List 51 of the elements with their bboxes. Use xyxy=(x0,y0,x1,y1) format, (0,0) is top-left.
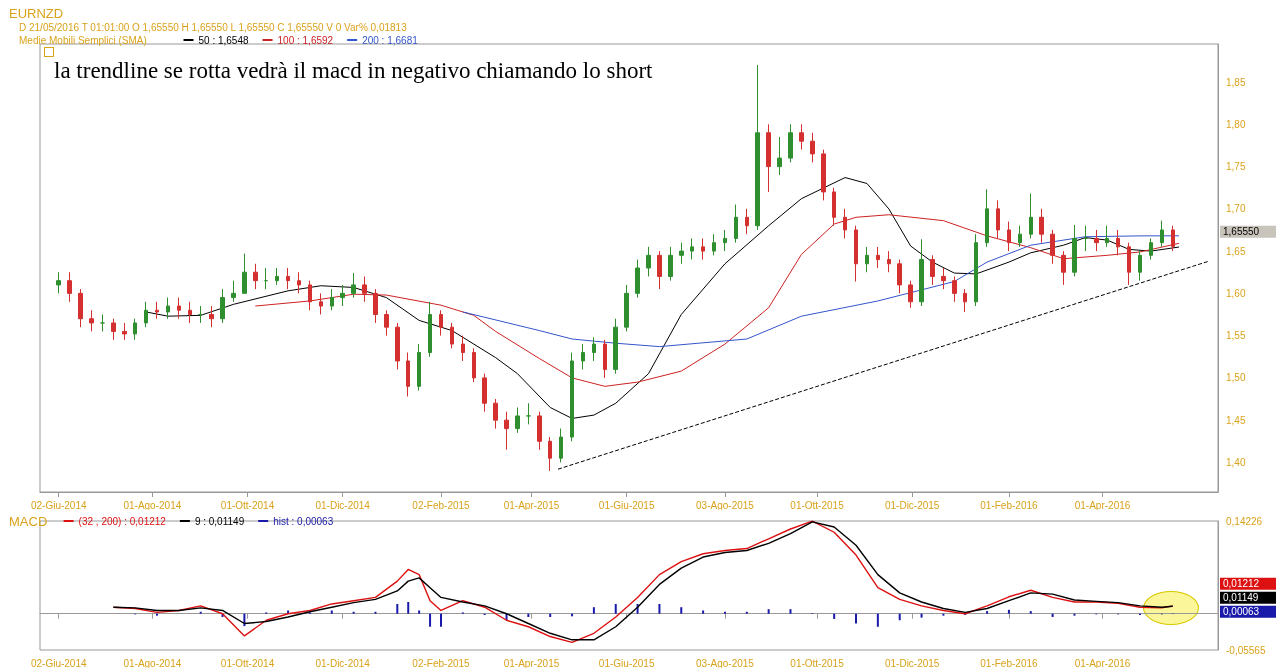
x-tick-label: 02-Giu-2014 xyxy=(30,657,87,668)
x-tick-label: 01-Ago-2014 xyxy=(123,657,182,668)
legend-label: (32 , 200) : 0,01212 xyxy=(78,515,167,527)
chart-title: EURNZD xyxy=(9,6,64,21)
y-tick-label: 1,40 xyxy=(1226,456,1246,468)
x-tick-label: 02-Feb-2015 xyxy=(412,657,471,668)
y-tick-label: 1,50 xyxy=(1226,372,1246,384)
x-tick-label: 01-Ott-2014 xyxy=(220,499,275,511)
x-tick-label: 01-Giu-2015 xyxy=(598,499,655,511)
x-tick-label: 01-Ago-2014 xyxy=(123,499,182,511)
x-tick-label: 01-Dic-2014 xyxy=(315,657,371,668)
x-tick-label: 01-Dic-2015 xyxy=(884,499,940,511)
chart-subtitle: D 21/05/2016 T 01:01:00 O 1,65550 H 1,65550 L 1,65550 C 1,65550 V 0 Var% 0,01813 xyxy=(19,21,408,33)
x-tick-label: 01-Apr-2016 xyxy=(1074,499,1131,511)
y-tick-label: 1,85 xyxy=(1226,76,1246,88)
y-tick-label: 1,65 xyxy=(1226,245,1246,257)
text: 0,00063 xyxy=(1223,606,1260,618)
y-tick-label: 0,14226 xyxy=(1226,515,1263,527)
y-tick-label: 1,55 xyxy=(1226,330,1246,342)
text: 1,65550 xyxy=(1223,226,1260,238)
legend-label: 200 : 1,6681 xyxy=(362,34,419,46)
y-tick-label: 1,75 xyxy=(1226,161,1246,173)
x-tick-label: 03-Ago-2015 xyxy=(696,657,755,668)
y-tick-label: 1,60 xyxy=(1226,287,1246,299)
x-tick-label: 01-Dic-2015 xyxy=(884,657,940,668)
annotation: la trendline se rotta vedrà il macd in negativo chiamando lo short xyxy=(54,58,654,83)
legend-label: hist : 0,00063 xyxy=(273,515,334,527)
x-tick-label: 01-Apr-2015 xyxy=(503,657,560,668)
x-tick-label: 01-Ott-2015 xyxy=(790,657,845,668)
y-tick-label: 1,70 xyxy=(1226,203,1246,215)
x-tick-label: 02-Feb-2015 xyxy=(412,499,471,511)
y-tick-label: 1,80 xyxy=(1226,118,1246,130)
x-tick-label: 01-Feb-2016 xyxy=(980,657,1038,668)
x-tick-label: 01-Feb-2016 xyxy=(980,499,1038,511)
x-tick-label: 01-Apr-2015 xyxy=(503,499,560,511)
y-tick-label: 1,45 xyxy=(1226,414,1246,426)
x-tick-label: 02-Giu-2014 xyxy=(30,499,87,511)
x-tick-label: 01-Giu-2015 xyxy=(598,657,655,668)
legend-title: Medie Mobili Semplici (SMA) xyxy=(19,34,147,46)
text: 0,01212 xyxy=(1223,578,1260,590)
x-tick-label: 03-Ago-2015 xyxy=(696,499,755,511)
legend-label: 50 : 1,6548 xyxy=(198,34,249,46)
y-tick-label: -0,05565 xyxy=(1226,644,1266,656)
x-tick-label: 01-Dic-2014 xyxy=(315,499,371,511)
legend-label: 100 : 1,6592 xyxy=(277,34,334,46)
text: 0,01149 xyxy=(1223,592,1259,604)
x-tick-label: 01-Apr-2016 xyxy=(1074,657,1131,668)
chart-title: MACD xyxy=(9,514,48,529)
legend-label: 9 : 0,01149 xyxy=(194,515,245,527)
x-tick-label: 01-Ott-2014 xyxy=(220,657,275,668)
x-tick-label: 01-Ott-2015 xyxy=(790,499,845,511)
